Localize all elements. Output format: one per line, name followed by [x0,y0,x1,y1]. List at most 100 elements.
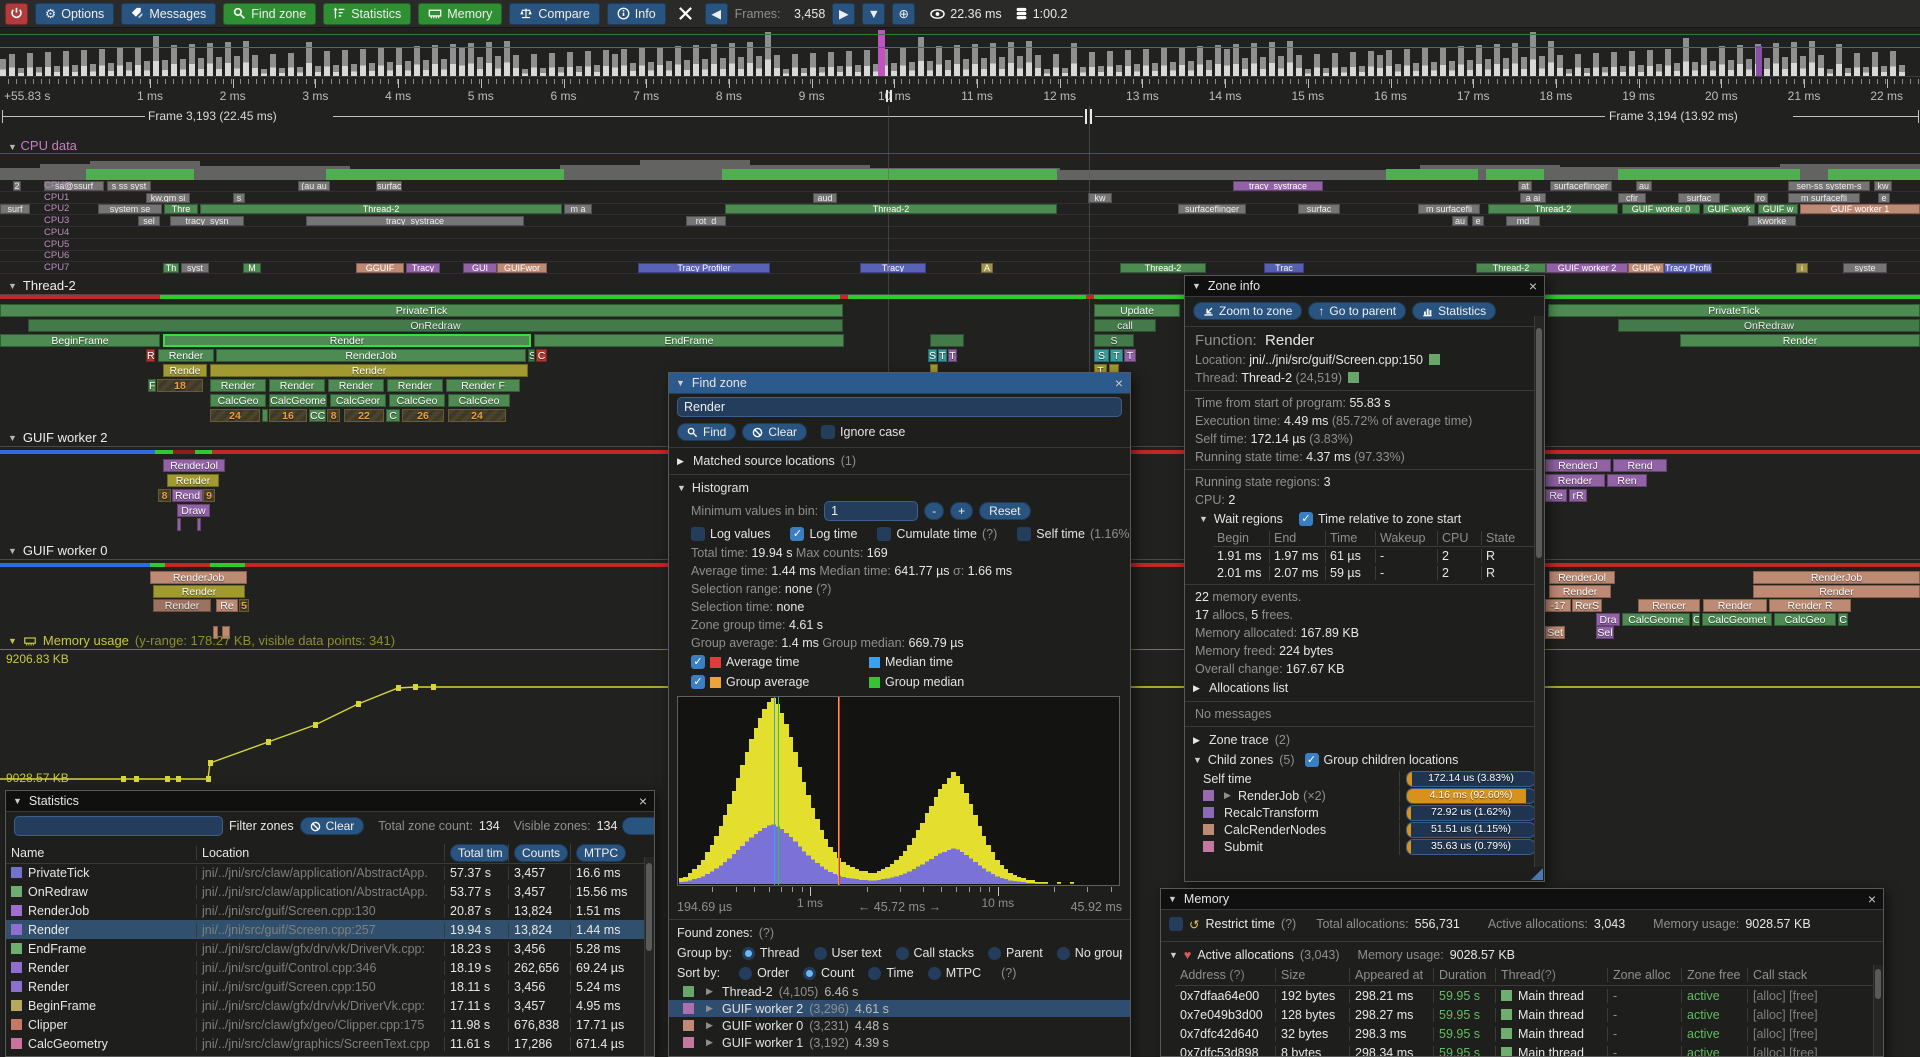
frame-time-bar[interactable] [1620,66,1626,76]
frame-time-bar[interactable] [882,49,888,76]
zone-block[interactable]: T [1110,349,1123,362]
cpu-zone-block[interactable]: Tracy Profiler [638,263,770,273]
frame-time-bar[interactable] [1386,50,1392,76]
frame-time-bar[interactable] [1665,49,1671,76]
frame-time-bar[interactable] [657,47,663,76]
frame-time-bar[interactable] [1494,44,1500,76]
thread-header-guif-worker-0[interactable]: ▼ GUIF worker 0 [8,543,108,558]
frame-time-bar[interactable] [972,44,978,76]
frame-time-bar[interactable] [171,45,177,76]
cpu-zone-block[interactable]: au [1452,216,1468,226]
cpu-zone-block[interactable]: surface! [376,181,402,191]
zone-block[interactable]: S [1094,349,1109,362]
frame-time-bar[interactable] [1170,62,1176,76]
frame-time-bar[interactable] [1746,59,1752,76]
stats-row-privatetick[interactable]: PrivateTick jni/../jni/src/claw/applicati… [6,863,644,882]
cpu-zone-block[interactable]: Thread-2 [1476,263,1546,273]
frame-time-bar[interactable] [1800,56,1806,76]
zone-block[interactable]: Render [163,334,531,347]
frame-time-bar[interactable] [540,68,546,76]
zone-block[interactable]: CalcGeome [1622,613,1690,626]
frame-time-bar[interactable] [1458,46,1464,76]
allocations-list-header[interactable]: ▶ Allocations list [1193,681,1289,695]
cpu-zone-block[interactable]: a ai [1520,193,1546,203]
frame-time-bar[interactable] [999,57,1005,76]
child-zone-submit[interactable]: Submit 35.63 us (0.79%) [1185,838,1544,855]
frame-time-bar[interactable] [1539,56,1545,76]
stats-row-beginframe[interactable]: BeginFrame jni/../jni/src/claw/gfx/drv/vk… [6,996,644,1015]
frame-time-bar[interactable] [1422,48,1428,76]
frame-time-bar[interactable] [396,47,402,76]
frame-time-bar[interactable] [1179,47,1185,76]
zone-block[interactable]: R [146,349,155,362]
cpu-zone-block[interactable]: kworke [1748,216,1796,226]
zone-block[interactable]: S [928,349,937,362]
frame-time-bar[interactable] [1053,54,1059,76]
scrollbar[interactable] [1534,316,1544,867]
zone-block[interactable]: RenderJob [150,571,247,584]
frame-time-bar[interactable] [414,46,420,76]
frame-time-bar[interactable] [1791,42,1797,76]
frame-time-bar[interactable] [1242,58,1248,76]
frame-time-bar[interactable] [1071,43,1077,76]
frame-time-bar[interactable] [1017,56,1023,76]
cpu-zone-block[interactable]: cfir [1618,193,1646,203]
frame-time-bar[interactable] [864,50,870,76]
zone-block[interactable]: Re [1545,489,1567,502]
zone-block[interactable]: Rende [163,364,207,377]
zone-block[interactable]: Rencer [1638,599,1700,612]
cpu-zone-block[interactable]: GUIF worker 2 [1546,263,1628,273]
frame-time-bar[interactable] [1341,67,1347,76]
frame-time-bar[interactable] [549,53,555,76]
cpu-zone-block[interactable]: rot_d [686,216,726,226]
stats-row-render[interactable]: Render jni/../jni/src/guif/Screen.cpp:257… [6,920,644,939]
frame-time-bar[interactable] [1197,46,1203,76]
memory-col-zone-free[interactable]: Zone free [1681,968,1747,982]
child-zone-renderjob[interactable]: ▶ RenderJob (×2) 4.16 ms (92.60%) [1185,787,1544,804]
frame-time-bar[interactable] [594,65,600,76]
zone-thread[interactable]: Thread: Thread-2 (24,519) [1185,369,1544,387]
frame-time-bar[interactable] [1782,57,1788,76]
cpu-zone-block[interactable]: system se [98,204,162,214]
zone-block[interactable]: C [386,409,400,422]
frame-highlight-bar[interactable] [1756,46,1762,76]
frame-time-bar[interactable] [225,42,231,76]
child-zone-calcrendernodes[interactable]: CalcRenderNodes 51.51 us (1.15%) [1185,821,1544,838]
cpu-zone-block[interactable]: A [981,263,993,273]
frame-time-bar[interactable] [774,55,780,76]
cpu-zone-block[interactable]: surfac [1678,193,1720,203]
frame-time-bar[interactable] [603,50,609,76]
frame-highlight-bar[interactable] [878,30,885,76]
frame-time-bar[interactable] [90,64,96,76]
next-frame-button[interactable]: ▶ [832,2,856,25]
frame-time-bar[interactable] [1143,49,1149,76]
resize-handle[interactable] [1531,868,1543,880]
frame-time-bar[interactable] [450,44,456,76]
cpu-zone-block[interactable]: sen-ss system-s [1788,181,1870,191]
frame-time-bar[interactable] [1323,68,1329,76]
cpu-zone-block[interactable]: Trac [1264,263,1304,273]
info-button[interactable]: Info [606,2,666,25]
clear-button[interactable]: Clear [742,423,808,441]
frame-time-bar[interactable] [153,36,159,76]
frame-time-bar[interactable] [468,43,474,76]
time-ruler[interactable]: 1 ms 2 ms 3 ms 4 ms 5 ms 6 ms 7 ms 8 ms 9 ms 10 m… [0,77,1920,106]
cpu-zone-block[interactable]: s [233,193,245,203]
frame-time-bar[interactable] [504,41,510,76]
frame-time-bar[interactable] [918,37,924,76]
frame-time-bar[interactable] [819,67,825,76]
close-icon[interactable]: × [1114,375,1123,391]
frame-time-bar[interactable] [9,54,15,76]
frame-time-graph[interactable] [0,28,1920,76]
frame-time-bar[interactable] [792,54,798,76]
zone-block[interactable]: Set [1545,626,1565,639]
frame-time-bar[interactable] [189,44,195,76]
zone-block[interactable]: 8 [158,489,171,502]
zone-block[interactable]: Rend [1613,459,1667,472]
frame-time-bar[interactable] [1467,60,1473,76]
frame-time-bar[interactable] [828,52,834,76]
cpu-zone-block[interactable]: kw [1088,193,1112,203]
zoom-to-zone-button[interactable]: Zoom to zone [1193,302,1303,320]
compare-button[interactable]: Compare [509,2,600,25]
frame-time-bar[interactable] [783,69,789,76]
